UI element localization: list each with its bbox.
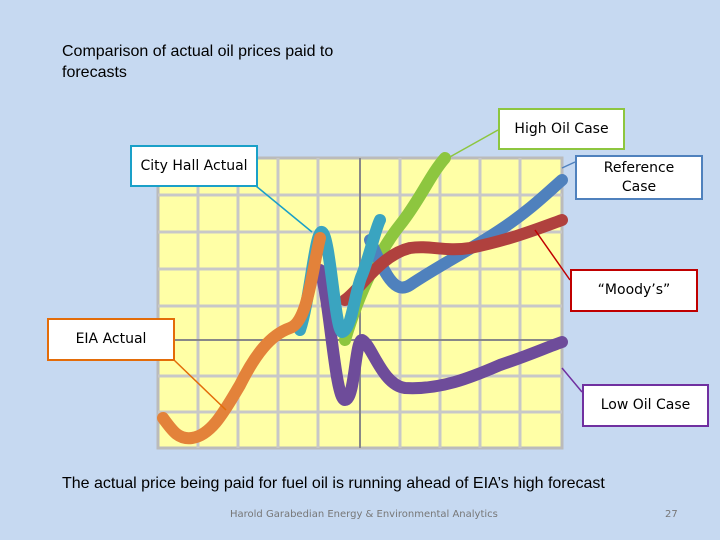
callout: EIA Actual	[47, 318, 175, 361]
footer-credit: Harold Garabedian Energy & Environmental…	[230, 509, 498, 520]
reference-curve	[364, 174, 568, 294]
callout: Reference Case	[575, 155, 703, 200]
title: Comparison of actual oil prices paid to …	[62, 43, 334, 81]
callout: “Moody’s”	[570, 269, 698, 312]
eia-curve	[157, 232, 326, 445]
callout-lines	[173, 129, 583, 411]
callout: City Hall Actual	[130, 145, 258, 187]
page-number: 27	[665, 509, 678, 520]
callout: High Oil Case	[498, 108, 625, 150]
caption: The actual price being paid for fuel oil…	[62, 475, 605, 492]
callout: Low Oil Case	[582, 384, 709, 427]
low-oil-curve	[314, 264, 568, 406]
moodys-curve	[339, 214, 568, 306]
curves	[157, 152, 568, 445]
